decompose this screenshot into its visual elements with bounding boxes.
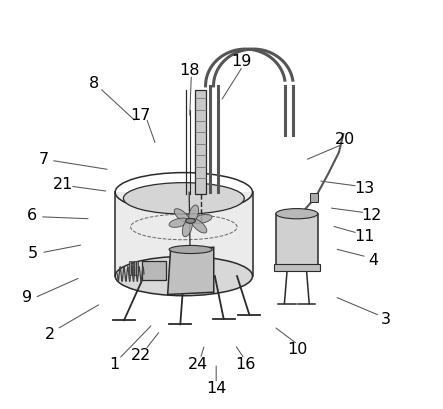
Ellipse shape	[169, 245, 212, 254]
Ellipse shape	[183, 219, 192, 237]
Ellipse shape	[186, 218, 195, 223]
Text: 4: 4	[368, 254, 378, 268]
Text: 10: 10	[288, 342, 308, 357]
Text: 6: 6	[27, 209, 37, 223]
Text: 12: 12	[361, 209, 381, 223]
Ellipse shape	[169, 218, 188, 227]
Text: 19: 19	[231, 54, 252, 69]
Text: 18: 18	[179, 63, 200, 78]
Ellipse shape	[124, 183, 244, 214]
FancyBboxPatch shape	[142, 261, 166, 280]
Polygon shape	[195, 90, 206, 194]
Text: 22: 22	[131, 348, 151, 362]
Ellipse shape	[189, 205, 198, 223]
Text: 5: 5	[28, 246, 38, 261]
Ellipse shape	[193, 214, 212, 224]
Ellipse shape	[276, 209, 318, 219]
FancyBboxPatch shape	[132, 261, 133, 275]
FancyBboxPatch shape	[136, 261, 138, 275]
FancyBboxPatch shape	[134, 261, 136, 275]
Text: 14: 14	[206, 381, 226, 396]
Text: 7: 7	[39, 152, 48, 167]
Text: 21: 21	[53, 178, 73, 192]
Polygon shape	[115, 192, 253, 276]
Ellipse shape	[115, 256, 253, 296]
Text: 8: 8	[89, 76, 99, 91]
Text: 16: 16	[236, 357, 256, 372]
FancyBboxPatch shape	[273, 264, 320, 271]
Text: 20: 20	[334, 133, 355, 147]
FancyBboxPatch shape	[310, 193, 318, 202]
Polygon shape	[167, 247, 214, 294]
Text: 2: 2	[45, 327, 54, 342]
FancyBboxPatch shape	[129, 261, 131, 275]
Text: 13: 13	[354, 182, 374, 196]
Text: 3: 3	[381, 312, 391, 327]
FancyBboxPatch shape	[276, 213, 318, 265]
Ellipse shape	[174, 209, 190, 223]
Text: 11: 11	[354, 229, 374, 244]
Text: 17: 17	[131, 108, 151, 123]
Text: 1: 1	[109, 357, 120, 372]
Text: 24: 24	[188, 357, 209, 372]
Ellipse shape	[191, 219, 207, 233]
Text: 9: 9	[23, 290, 32, 305]
